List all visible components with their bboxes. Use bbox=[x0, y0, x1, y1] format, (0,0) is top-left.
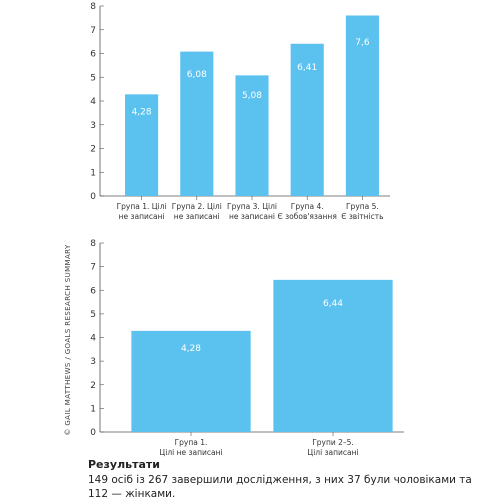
chart1-ytick: 7 bbox=[90, 26, 96, 36]
chart1-ytick: 5 bbox=[90, 73, 96, 83]
chart2-ytick: 3 bbox=[90, 357, 96, 367]
chart1-ytick: 4 bbox=[90, 97, 96, 107]
chart1-bar bbox=[290, 43, 324, 197]
chart1-category-label: Група 2. Цілі не записані bbox=[172, 202, 222, 221]
chart2-ytick: 1 bbox=[90, 404, 96, 414]
chart2-value-label: 4,28 bbox=[181, 344, 201, 354]
results-text: 149 осіб із 267 завершили дослідження, з… bbox=[88, 474, 472, 500]
chart2-value-label: 6,44 bbox=[323, 299, 343, 309]
chart2-bar bbox=[273, 279, 393, 432]
chart1-category-label: Група 4. Є зобов'язання bbox=[278, 202, 337, 221]
chart1-ytick: 8 bbox=[90, 2, 96, 12]
chart2-ytick: 7 bbox=[90, 263, 96, 273]
chart1-bar bbox=[235, 75, 269, 196]
chart1-bar bbox=[125, 94, 159, 196]
bar-chart-summary: 0 1 2 3 4 5 6 7 8 4,28 Група 1. Цілі не записані 6,4… bbox=[90, 239, 404, 457]
chart2-ytick: 5 bbox=[90, 310, 96, 320]
results-title: Результати bbox=[88, 458, 160, 471]
chart1-value-label: 6,41 bbox=[297, 63, 317, 73]
chart1-bar bbox=[180, 51, 214, 196]
chart2-ytick: 0 bbox=[90, 428, 96, 438]
chart1-ytick: 0 bbox=[90, 192, 96, 202]
chart1-value-label: 5,08 bbox=[242, 91, 262, 101]
chart2-ytick: 2 bbox=[90, 381, 96, 391]
chart1-category-label: Група 5. Є звітність bbox=[341, 202, 383, 221]
chart1-ytick: 3 bbox=[90, 121, 96, 131]
results-section: Результати 149 осіб із 267 завершили дос… bbox=[88, 458, 488, 501]
chart1-ytick: 1 bbox=[90, 168, 96, 178]
chart1-ytick: 2 bbox=[90, 145, 96, 155]
bar-chart-groups: 0 1 2 3 4 5 6 7 8 4,28 Група 1. Цілі не записані 6,0… bbox=[90, 2, 390, 221]
chart1-value-label: 4,28 bbox=[132, 108, 152, 118]
chart1-category-label: Група 1. Цілі не записані bbox=[117, 202, 167, 221]
chart1-category-label: Група 3. Цілі не записані bbox=[227, 202, 277, 221]
chart1-bar bbox=[345, 15, 379, 196]
chart2-ytick: 8 bbox=[90, 239, 96, 249]
chart2-ytick: 4 bbox=[90, 334, 96, 344]
chart1-ytick: 6 bbox=[90, 50, 96, 60]
chart2-category-label: Група 1. Цілі не записані bbox=[159, 438, 222, 457]
chart2-category-label: Групи 2–5. Цілі записані bbox=[307, 438, 358, 457]
chart1-value-label: 7,6 bbox=[355, 38, 370, 48]
chart2-bar bbox=[131, 330, 251, 432]
chart2-ytick: 6 bbox=[90, 286, 96, 296]
chart1-value-label: 6,08 bbox=[187, 70, 207, 80]
